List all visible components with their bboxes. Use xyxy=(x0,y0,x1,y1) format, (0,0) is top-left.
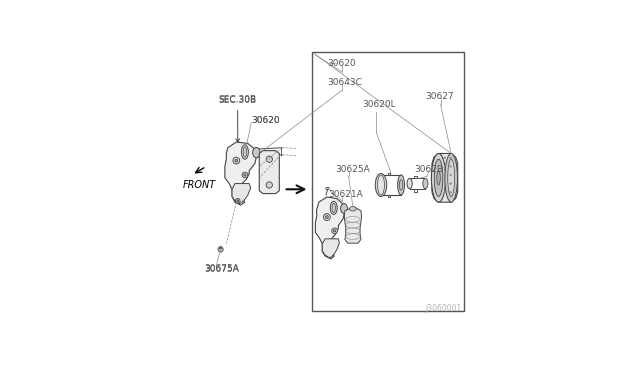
Ellipse shape xyxy=(448,159,454,196)
Ellipse shape xyxy=(244,174,246,176)
Ellipse shape xyxy=(431,154,445,202)
Ellipse shape xyxy=(423,179,428,189)
Text: 30675A: 30675A xyxy=(204,265,239,274)
Ellipse shape xyxy=(445,154,458,202)
Bar xyxy=(312,52,464,311)
Ellipse shape xyxy=(241,145,248,159)
Ellipse shape xyxy=(220,247,221,249)
Ellipse shape xyxy=(435,159,443,196)
Ellipse shape xyxy=(444,174,445,176)
Ellipse shape xyxy=(450,166,451,167)
Text: 30643C: 30643C xyxy=(328,78,362,87)
Ellipse shape xyxy=(399,180,403,190)
Ellipse shape xyxy=(235,159,238,162)
Polygon shape xyxy=(316,197,344,259)
Text: 3062B: 3062B xyxy=(414,165,443,174)
Ellipse shape xyxy=(444,183,445,185)
Ellipse shape xyxy=(332,228,337,234)
Text: 30620: 30620 xyxy=(328,59,356,68)
Ellipse shape xyxy=(236,198,240,203)
Ellipse shape xyxy=(266,182,273,188)
Polygon shape xyxy=(344,207,362,243)
Ellipse shape xyxy=(349,206,356,211)
Ellipse shape xyxy=(233,157,240,164)
Text: 30620: 30620 xyxy=(252,116,280,125)
Ellipse shape xyxy=(397,175,404,195)
Ellipse shape xyxy=(444,166,445,167)
Polygon shape xyxy=(225,142,257,205)
Text: FRONT: FRONT xyxy=(183,180,216,190)
Ellipse shape xyxy=(243,147,246,157)
Text: J3060001: J3060001 xyxy=(426,304,462,313)
Polygon shape xyxy=(432,154,458,202)
Ellipse shape xyxy=(323,214,330,221)
Ellipse shape xyxy=(450,191,451,193)
Ellipse shape xyxy=(332,203,335,212)
Text: 30620L: 30620L xyxy=(362,100,396,109)
Ellipse shape xyxy=(378,175,385,195)
Text: 30627: 30627 xyxy=(426,92,454,101)
Ellipse shape xyxy=(253,147,260,158)
Ellipse shape xyxy=(325,216,328,218)
Ellipse shape xyxy=(340,203,348,214)
Ellipse shape xyxy=(378,175,385,195)
Ellipse shape xyxy=(242,172,248,178)
Ellipse shape xyxy=(330,201,337,215)
Text: SEC.30B: SEC.30B xyxy=(219,95,257,104)
Polygon shape xyxy=(323,239,339,258)
Ellipse shape xyxy=(450,183,451,185)
Ellipse shape xyxy=(407,179,412,189)
Ellipse shape xyxy=(444,191,445,193)
Text: 30621A: 30621A xyxy=(328,190,364,199)
Text: 30620: 30620 xyxy=(252,116,280,125)
Ellipse shape xyxy=(450,157,451,158)
Ellipse shape xyxy=(266,156,273,162)
Ellipse shape xyxy=(375,173,387,196)
Polygon shape xyxy=(232,183,251,203)
Ellipse shape xyxy=(333,230,336,232)
Polygon shape xyxy=(259,151,279,193)
Ellipse shape xyxy=(450,174,451,176)
Text: SEC.30B: SEC.30B xyxy=(219,96,257,142)
Text: 30675A: 30675A xyxy=(204,264,239,273)
Ellipse shape xyxy=(218,247,223,252)
Ellipse shape xyxy=(437,171,440,185)
Ellipse shape xyxy=(237,200,239,202)
Ellipse shape xyxy=(444,157,445,158)
Text: 30625A: 30625A xyxy=(335,165,370,174)
